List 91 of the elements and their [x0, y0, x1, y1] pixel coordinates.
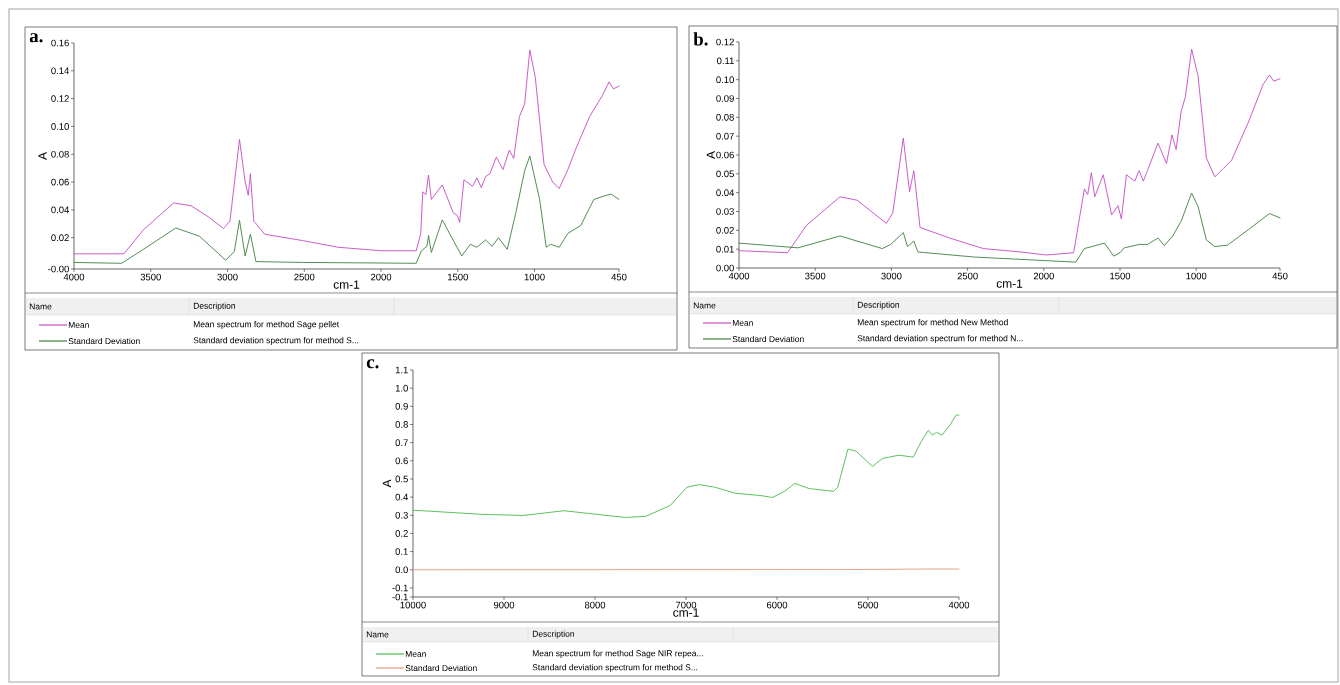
y-tick-label: 0.14 [51, 67, 70, 75]
y-tick-label: 0.02 [51, 234, 69, 242]
y-tick-label: 0.10 [716, 76, 734, 83]
y-tick-label: 0.3 [395, 511, 408, 519]
x-tick-label: 3500 [805, 272, 826, 280]
legend-label: Standard Deviation [405, 664, 477, 672]
y-axis-title: A [706, 151, 715, 159]
text: Description [532, 630, 575, 639]
line-series [738, 48, 1281, 256]
x-tick-label: 3000 [881, 272, 902, 280]
y-tick-label: -0.1 [392, 593, 408, 601]
text: Standard deviation spectrum for method S... [193, 337, 359, 345]
legend-label: Mean [405, 651, 426, 657]
x-tick-label: 10000 [400, 601, 426, 609]
legend-label: Standard Deviation [732, 335, 804, 343]
text: Name [29, 303, 52, 310]
y-tick-label: 1.0 [395, 384, 408, 392]
y-tick-label: -0.1 [392, 584, 408, 592]
y-tick-label: -0.00 [48, 265, 69, 273]
text: Mean spectrum for method Sage pellet [193, 321, 340, 329]
y-tick-label: 0.4 [395, 493, 409, 501]
x-tick-label: 450 [1272, 272, 1288, 280]
x-axis-title: cm-1 [673, 608, 699, 617]
y-tick-label: 0.08 [716, 113, 734, 121]
x-tick-label: 3500 [140, 273, 161, 281]
chart-title: a. [29, 33, 43, 43]
line-series [73, 155, 620, 264]
y-tick-label: 0.9 [395, 402, 408, 410]
legend-label: Mean [732, 320, 753, 326]
text: Mean spectrum for method Sage NIR repea... [532, 650, 703, 658]
x-tick-label: 2500 [294, 273, 315, 281]
line-series [412, 414, 960, 518]
x-tick-label: 2000 [1033, 272, 1054, 280]
y-tick-label: 0.00 [716, 264, 734, 272]
x-tick-label: 1500 [448, 273, 468, 281]
y-tick-label: 0.7 [395, 439, 408, 446]
text: Description [857, 301, 900, 310]
y-tick-label: 0.06 [51, 178, 69, 186]
y-tick-label: 0.16 [51, 39, 69, 47]
y-tick-label: 0.6 [395, 457, 408, 465]
y-tick-label: 0.08 [51, 150, 69, 158]
text: Name [366, 631, 389, 638]
y-tick-label: 0.12 [716, 38, 734, 46]
y-tick-label: 1.1 [395, 366, 408, 374]
text: Standard deviation spectrum for method N... [857, 335, 1023, 343]
y-tick-label: 0.04 [51, 206, 70, 214]
y-tick-label: 0.05 [716, 170, 734, 178]
y-tick-label: 0.09 [716, 95, 734, 102]
legend-label: Standard Deviation [68, 337, 140, 345]
y-tick-label: 0.12 [51, 95, 69, 102]
y-tick-label: 0.10 [51, 123, 69, 130]
x-tick-label: 2500 [957, 272, 978, 280]
x-tick-label: 9000 [493, 601, 515, 609]
text: Description [193, 302, 235, 311]
x-tick-label: 1000 [524, 273, 545, 281]
line-series [73, 49, 620, 255]
x-tick-label: 1500 [1110, 272, 1131, 280]
x-axis-title: cm-1 [996, 279, 1023, 288]
y-tick-label: 0.5 [395, 475, 408, 483]
x-tick-label: 450 [611, 273, 627, 281]
chart-title: b. [693, 32, 708, 46]
x-tick-label: 4000 [63, 273, 85, 281]
text: Standard deviation spectrum for method S... [532, 664, 698, 672]
x-tick-label: 8000 [584, 601, 606, 609]
y-axis-title: A [38, 152, 47, 160]
text: Mean spectrum for method New Method [857, 319, 1008, 327]
text: Name [693, 302, 716, 309]
x-tick-label: 1000 [1186, 272, 1207, 280]
x-tick-label: 4000 [948, 601, 970, 609]
y-axis-title: A [382, 479, 391, 488]
y-tick-label: 0.1 [395, 548, 408, 555]
y-tick-label: 0.11 [716, 57, 734, 65]
y-tick-label: 0.07 [716, 132, 734, 140]
y-tick-label: 0.02 [716, 226, 734, 234]
x-tick-label: 5000 [857, 601, 879, 609]
x-tick-label: 4000 [728, 272, 750, 280]
line-series [738, 192, 1281, 263]
x-tick-label: 3000 [217, 273, 238, 281]
y-tick-label: 0.0 [395, 566, 408, 574]
x-axis-title: cm-1 [333, 280, 360, 289]
y-tick-label: 0.8 [395, 421, 408, 428]
x-tick-label: 2000 [370, 273, 392, 281]
x-tick-label: 6000 [766, 601, 788, 609]
y-tick-label: 0.06 [716, 151, 734, 159]
chart-title: c. [366, 359, 379, 369]
y-tick-label: 0.04 [716, 189, 735, 197]
y-tick-label: 0.01 [716, 245, 734, 253]
legend-label: Mean [68, 322, 89, 328]
x-tick-label: 7000 [675, 601, 697, 609]
y-tick-label: 0.2 [395, 530, 408, 537]
y-tick-label: 0.03 [716, 208, 734, 215]
